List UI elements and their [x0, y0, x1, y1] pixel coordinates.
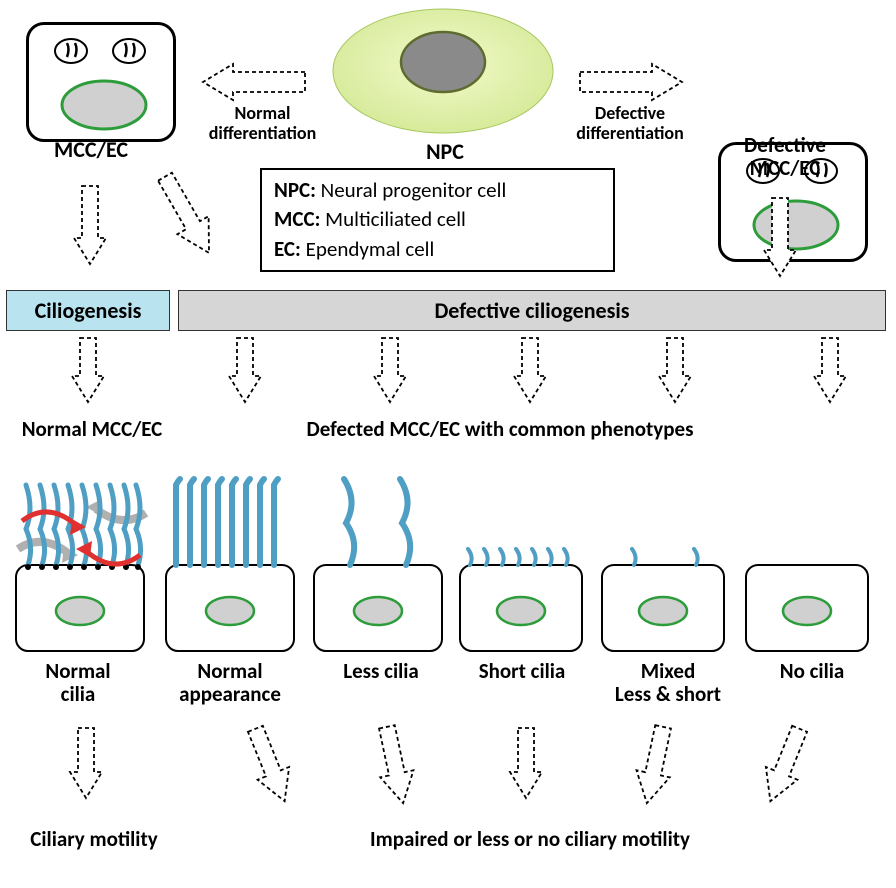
normal-diff-l2: differentiation [195, 124, 330, 144]
impaired-motility-label: Impaired or less or no ciliary motility [250, 828, 810, 851]
defective-diff-l1: Defective [560, 104, 700, 124]
arrow-b2-icon [225, 334, 265, 406]
legend-line-1: NPC: Neural progenitor cell [274, 176, 601, 205]
banner-ciliogenesis: Ciliogenesis [6, 290, 170, 331]
npc-label: NPC [395, 140, 495, 164]
arrow-c3-icon [360, 724, 430, 806]
cell-pheno-normal [12, 455, 152, 655]
arrow-c5-icon [620, 724, 690, 806]
arrow-b1-icon [68, 334, 108, 406]
defective-mcc-ec-label-l1: Defective [695, 134, 875, 157]
banner-defective-ciliogenesis: Defective ciliogenesis [178, 290, 886, 331]
arrow-b6-icon [810, 334, 850, 406]
pheno-label-1: Normalcilia [18, 660, 138, 706]
cell-pheno-less [310, 455, 450, 655]
cell-pheno-mixed [598, 455, 730, 655]
arrow-b5-icon [655, 334, 695, 406]
normal-diff-label: Normal differentiation [195, 104, 330, 144]
ciliary-motility-label: Ciliary motility [0, 828, 194, 851]
mcc-ec-label: MCC/EC [16, 138, 166, 162]
defective-mcc-ec-label: Defective MCC/EC [695, 134, 875, 180]
normal-mcc-ec-label: Normal MCC/EC [0, 418, 192, 441]
pheno-label-4: Short cilia [452, 660, 592, 683]
pheno-label-2: Normalappearance [155, 660, 305, 706]
arrow-down-left-icon [70, 180, 110, 270]
pheno-label-5: MixedLess & short [588, 660, 748, 706]
defected-mcc-ec-label: Defected MCC/EC with common phenotypes [210, 418, 790, 441]
legend-line-3: EC: Ependymal cell [274, 235, 601, 264]
arrow-c2-icon [225, 724, 315, 806]
cell-pheno-normal-appearance [162, 455, 302, 655]
defective-diff-label: Defective differentiation [560, 104, 700, 144]
defective-diff-l2: differentiation [560, 124, 700, 144]
pheno-label-3: Less cilia [316, 660, 446, 683]
arrow-c6-icon [740, 724, 830, 806]
arrow-b4-icon [510, 334, 550, 406]
arrow-down-diag-icon [140, 170, 240, 270]
legend-box: NPC: Neural progenitor cell MCC: Multici… [260, 168, 615, 272]
cell-npc [328, 6, 558, 141]
cell-pheno-none [742, 455, 874, 655]
arrow-b3-icon [370, 334, 410, 406]
normal-diff-l1: Normal [195, 104, 330, 124]
cell-mcc-ec [26, 22, 176, 142]
legend-line-2: MCC: Multiciliated cell [274, 205, 601, 234]
arrow-c1-icon [66, 724, 106, 802]
defective-mcc-ec-label-l2: MCC/EC [695, 157, 875, 180]
arrow-c4-icon [506, 724, 546, 802]
pheno-label-6: No cilia [752, 660, 872, 683]
arrow-down-right-icon [760, 192, 800, 282]
cell-pheno-short [456, 455, 588, 655]
